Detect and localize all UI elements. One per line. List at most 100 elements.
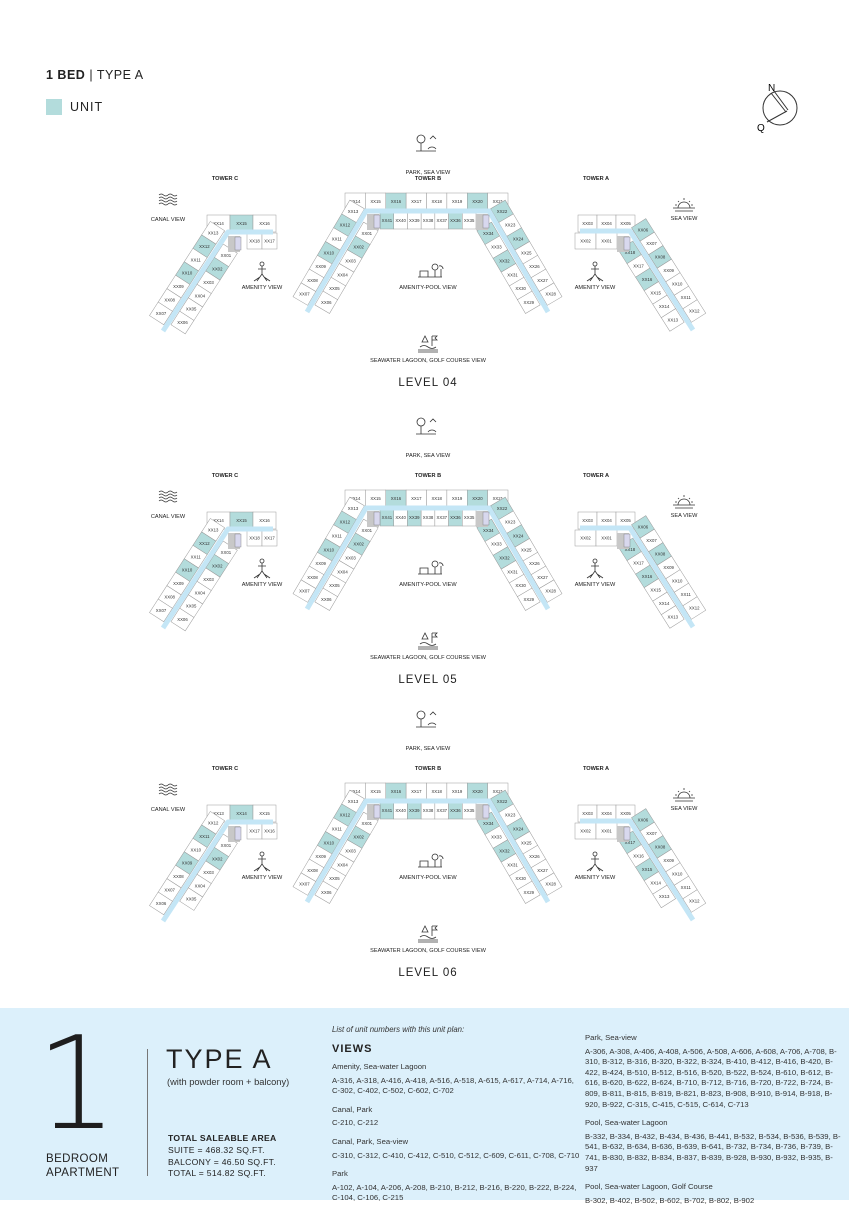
unit-label: XX15 <box>259 811 270 816</box>
tower-b-plan: XX14 XX15 XX16 XX17 XX18 XX19 XX20 XX21 XX41 XX40… <box>292 782 563 904</box>
unit-cell: XX39 <box>407 508 422 527</box>
unit-label: XX14 <box>213 221 224 226</box>
unit-label: XX03 <box>203 280 214 285</box>
unit-cell: XX01 <box>595 822 618 840</box>
unit-label: XX15 <box>236 518 247 523</box>
unit-cell: XX15 <box>252 804 277 823</box>
amenity-icon <box>253 558 271 579</box>
unit-label: XX14 <box>650 881 661 886</box>
compass-q: Q <box>757 123 765 134</box>
pool-icon <box>418 560 444 575</box>
unit-label: XX25 <box>521 547 532 552</box>
pool-icon <box>418 853 444 868</box>
unit-label: XX14 <box>350 789 361 794</box>
unit-label: XX07 <box>646 241 657 246</box>
unit-cell: XX40 <box>393 211 408 230</box>
lift-icon <box>373 511 381 526</box>
unit-label: XX40 <box>395 515 406 520</box>
view-group-label: Canal, Park, Sea-view <box>332 1136 409 1146</box>
unit-label: XX19 <box>452 789 463 794</box>
unit-cell: XX15 <box>229 511 254 530</box>
unit-cell: XX07 <box>149 598 173 623</box>
unit-label: XX09 <box>315 561 326 566</box>
compass-icon: N Q <box>757 83 798 134</box>
unit-cell: XX06 <box>314 587 338 611</box>
unit-label: XX24 <box>513 237 524 242</box>
unit-label: XX19 <box>452 496 463 501</box>
view-label-canal: CANAL VIEW <box>151 514 186 520</box>
unit-cell: XX27 <box>530 565 555 589</box>
lagoon-icon <box>418 632 438 650</box>
unit-label: XX17 <box>411 789 422 794</box>
unit-label: XX36 <box>450 808 461 813</box>
unit-cell: XX38 <box>420 508 436 527</box>
unit-label: XX18 <box>249 536 260 541</box>
unit-label: XX12 <box>199 244 210 249</box>
unit-label: XX18 <box>431 199 442 204</box>
area-heading: TOTAL SALEABLE AREA <box>168 1133 277 1143</box>
corridor <box>580 818 696 922</box>
unit-label: XX01 <box>362 528 373 533</box>
unit-label: XX01 <box>362 231 373 236</box>
level-plan: PARK, SEA VIEW CANAL VIEW AMENITY VIEW AMEN… <box>149 417 707 686</box>
view-group-units: C-310, C-312, C-410, C-412, C-510, C-512… <box>332 1150 580 1160</box>
unit-label: XX16 <box>259 518 270 523</box>
view-label-canal: CANAL VIEW <box>151 807 186 813</box>
unit-label: XX02 <box>212 266 223 271</box>
unit-label: XX01 <box>601 536 612 541</box>
bedroom-line2: APARTMENT <box>46 1167 120 1179</box>
unit-label: XX12 <box>208 820 219 825</box>
unit-label: XX11 <box>332 827 343 832</box>
view-label-sea: SEA VIEW <box>671 806 698 812</box>
tower-label-c: TOWER C <box>212 766 238 772</box>
unit-cell: XX41 <box>379 801 394 820</box>
floor-plans: PARK, SEA VIEW CANAL VIEW AMENITY VIEW AMEN… <box>149 134 707 979</box>
unit-cell: XX16 <box>385 782 407 801</box>
view-label-amenity-pool: AMENITY-POOL VIEW <box>399 582 457 588</box>
unit-label: XX12 <box>689 309 700 314</box>
unit-label: XX11 <box>332 237 343 242</box>
view-group-units: A-316, A-318, A-416, A-418, A-516, A-518… <box>332 1075 574 1096</box>
unit-label: XX06 <box>177 617 188 622</box>
view-group-units: A-102, A-104, A-206, A-208, B-210, B-212… <box>332 1182 577 1203</box>
unit-label: XX01 <box>362 821 373 826</box>
unit-swatch <box>46 99 62 115</box>
unit-label: XX10 <box>182 568 193 573</box>
unit-label: XX28 <box>545 589 556 594</box>
unit-label: XX16 <box>264 829 275 834</box>
unit-cell: XX36 <box>448 508 463 527</box>
unit-label: XX08 <box>307 575 318 580</box>
unit-label: XX30 <box>515 876 526 881</box>
unit-label: XX14 <box>659 304 670 309</box>
unit-label: XX24 <box>513 827 524 832</box>
unit-cell: XX17 <box>261 232 278 250</box>
tower-label-a: TOWER A <box>583 766 609 772</box>
unit-cell: XX02 <box>346 532 371 556</box>
unit-cell: XX18 <box>426 192 448 211</box>
unit-label: XX11 <box>199 834 210 839</box>
unit-label: XX04 <box>195 590 206 595</box>
unit-cell: XX37 <box>434 211 449 230</box>
area-suite: SUITE = 468.32 SQ.FT. <box>168 1144 265 1155</box>
title-bed: 1 BED <box>46 68 86 82</box>
unit-label: XX18 <box>431 789 442 794</box>
unit-label: XX34 <box>483 528 494 533</box>
unit-cell: XX04 <box>330 560 355 584</box>
lift-icon <box>623 533 631 548</box>
view-label-park-sea: PARK, SEA VIEW <box>406 170 451 176</box>
view-group-label: Amenity, Sea-water Lagoon <box>332 1062 427 1071</box>
unit-label: XX03 <box>345 556 356 561</box>
view-label-lagoon-golf: SEAWATER LAGOON, GOLF COURSE VIEW <box>370 948 486 954</box>
tower-c-plan: XX14 XX15 XX16 XX18 XX17 XX13 XX12 XX11 XX10 XX09… <box>149 511 278 632</box>
unit-label: XX05 <box>186 897 197 902</box>
unit-label: XX20 <box>472 789 483 794</box>
unit-label: XX17 <box>625 840 636 845</box>
unit-label: XX03 <box>582 811 593 816</box>
unit-label: XX12 <box>340 520 351 525</box>
unit-cell: XX16 <box>252 511 277 530</box>
unit-cell: XX35 <box>462 801 477 820</box>
lagoon-icon <box>418 925 438 943</box>
unit-cell: XX06 <box>170 607 195 632</box>
unit-label: XX34 <box>483 231 494 236</box>
unit-label: XX01 <box>221 843 232 848</box>
